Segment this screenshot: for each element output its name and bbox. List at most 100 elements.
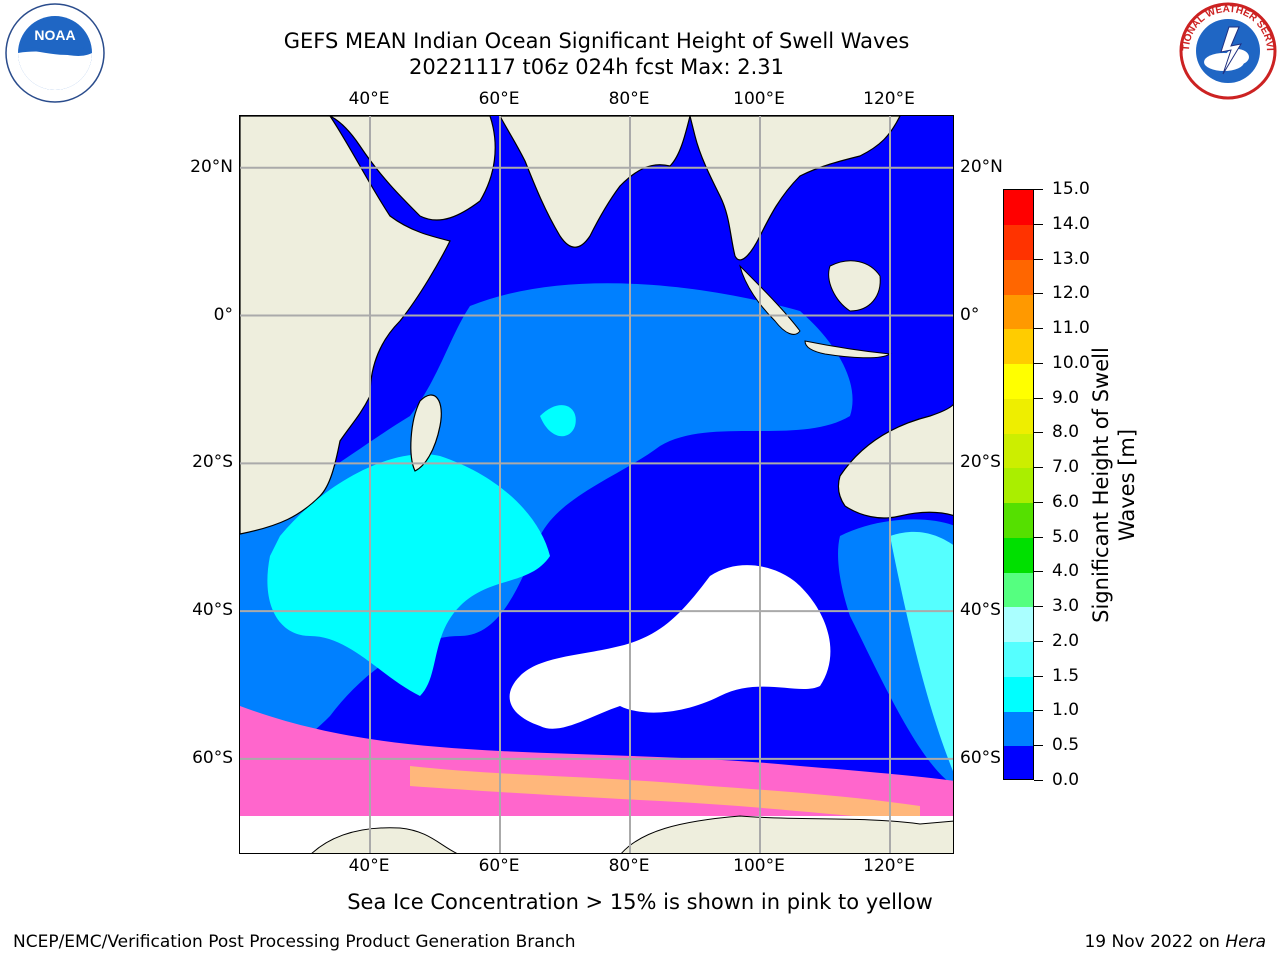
colorbar-label-16: 14.0 (1052, 213, 1090, 234)
colorbar-segment-7 (1004, 502, 1033, 538)
colorbar-label-4: 2.0 (1052, 630, 1080, 651)
colorbar-label-8: 6.0 (1052, 491, 1080, 512)
colorbar-label-17: 15.0 (1052, 179, 1090, 199)
colorbar-tick-4 (1034, 640, 1043, 642)
land-madagascar (410, 394, 442, 472)
colorbar-tick-15 (1034, 258, 1043, 260)
colorbar-segment-8 (1004, 468, 1033, 504)
date-prefix: 19 Nov 2022 on (1084, 932, 1226, 952)
colorbar-tick-2 (1034, 710, 1043, 712)
date-machine: Hera (1225, 932, 1266, 952)
land-africa (240, 116, 451, 535)
land-india (499, 116, 691, 248)
colorbar-label-11: 9.0 (1052, 387, 1080, 408)
colorbar-tick-9 (1034, 467, 1043, 469)
colorbar-tick-7 (1034, 536, 1043, 538)
colorbar-segment-6 (1004, 537, 1033, 573)
colorbar-label-3: 1.5 (1052, 665, 1080, 686)
lat-tick-right-2: 20°S (960, 452, 1001, 473)
date-text: 19 Nov 2022 on Hera (1084, 932, 1266, 952)
lat-tick-left-1: 0° (213, 304, 233, 325)
colorbar-segment-14 (1004, 259, 1033, 295)
colorbar-tick-11 (1034, 397, 1043, 399)
map-title: GEFS MEAN Indian Ocean Significant Heigh… (283, 29, 910, 53)
colorbar-label-2: 1.0 (1052, 700, 1080, 721)
colorbar-label-5: 3.0 (1052, 596, 1080, 617)
colorbar-segment-13 (1004, 294, 1033, 330)
colorbar-tick-17 (1034, 189, 1043, 190)
lon-tick-bottom-2: 80°E (608, 856, 650, 876)
nws-logo: NATIONAL WEATHER SERVICE (1179, 2, 1277, 100)
land-sumatra (739, 264, 801, 335)
colorbar-title: Significant Height of Swell Waves [m] (1088, 305, 1140, 665)
noaa-logo: NOAA (5, 3, 105, 103)
colorbar-label-9: 7.0 (1052, 457, 1080, 478)
colorbar-tick-16 (1034, 223, 1043, 225)
lon-tick-top-3: 100°E (733, 89, 785, 109)
lat-tick-right-0: 20°N (960, 156, 1003, 177)
colorbar-label-12: 10.0 (1052, 352, 1090, 373)
lon-tick-bottom-4: 120°E (863, 856, 915, 876)
noaa-logo-text: NOAA (34, 27, 75, 43)
colorbar-tick-12 (1034, 362, 1043, 364)
colorbar-tick-0 (1034, 780, 1043, 781)
colorbar (1003, 189, 1034, 780)
colorbar-label-15: 13.0 (1052, 248, 1090, 269)
land-australia (837, 404, 953, 519)
sea-ice-band-yellow (410, 766, 920, 821)
colorbar-tick-5 (1034, 606, 1043, 608)
colorbar-label-14: 12.0 (1052, 283, 1090, 304)
map-svg (240, 116, 953, 853)
land-java (804, 340, 892, 359)
map-subtitle: 20221117 t06z 024h fcst Max: 2.31 (409, 55, 784, 79)
credit-text: NCEP/EMC/Verification Post Processing Pr… (13, 932, 576, 952)
colorbar-tick-1 (1034, 745, 1043, 747)
colorbar-segment-10 (1004, 398, 1033, 434)
colorbar-tick-8 (1034, 501, 1043, 503)
colorbar-tick-6 (1034, 571, 1043, 573)
gridlines (240, 116, 953, 853)
colorbar-label-10: 8.0 (1052, 422, 1080, 443)
colorbar-segment-11 (1004, 363, 1033, 399)
swell-field-1.5m (267, 454, 550, 696)
lat-tick-right-1: 0° (960, 304, 980, 325)
swell-field-1.5m-2 (540, 405, 576, 437)
masked-region (509, 565, 831, 729)
colorbar-label-6: 4.0 (1052, 561, 1080, 582)
swell-field-east-aqua (890, 531, 953, 772)
lat-tick-left-3: 40°S (192, 600, 233, 621)
lon-tick-bottom-0: 40°E (348, 856, 390, 876)
colorbar-title-line1: Significant Height of Swell (1089, 347, 1113, 623)
colorbar-segment-16 (1004, 190, 1033, 225)
colorbar-segment-5 (1004, 572, 1033, 608)
colorbar-segment-9 (1004, 433, 1033, 469)
colorbar-segment-2 (1004, 676, 1033, 712)
colorbar-tick-14 (1034, 293, 1043, 295)
colorbar-tick-10 (1034, 432, 1043, 434)
antarctica-land (311, 827, 458, 853)
lat-tick-left-0: 20°N (190, 156, 233, 177)
lat-tick-left-2: 20°S (192, 452, 233, 473)
sea-ice-footnote: Sea Ice Concentration > 15% is shown in … (347, 890, 933, 914)
map-panel[interactable] (239, 115, 954, 854)
lat-tick-left-4: 60°S (192, 747, 233, 768)
lon-tick-top-4: 120°E (863, 89, 915, 109)
colorbar-segment-0 (1004, 746, 1033, 779)
colorbar-label-0: 0.0 (1052, 770, 1080, 790)
colorbar-segment-4 (1004, 607, 1033, 643)
lat-tick-right-4: 60°S (960, 747, 1001, 768)
lon-tick-top-1: 60°E (478, 89, 520, 109)
land-borneo (828, 260, 881, 312)
colorbar-tick-13 (1034, 328, 1043, 330)
colorbar-tick-3 (1034, 675, 1043, 677)
lat-tick-right-3: 40°S (960, 600, 1001, 621)
lon-tick-top-2: 80°E (608, 89, 650, 109)
colorbar-label-13: 11.0 (1052, 318, 1090, 339)
lon-tick-bottom-1: 60°E (478, 856, 520, 876)
colorbar-title-line2: Waves [m] (1115, 428, 1139, 542)
lon-tick-bottom-3: 100°E (733, 856, 785, 876)
colorbar-label-1: 0.5 (1052, 735, 1080, 756)
lon-tick-top-0: 40°E (348, 89, 390, 109)
colorbar-segment-15 (1004, 224, 1033, 260)
colorbar-segment-12 (1004, 329, 1033, 365)
